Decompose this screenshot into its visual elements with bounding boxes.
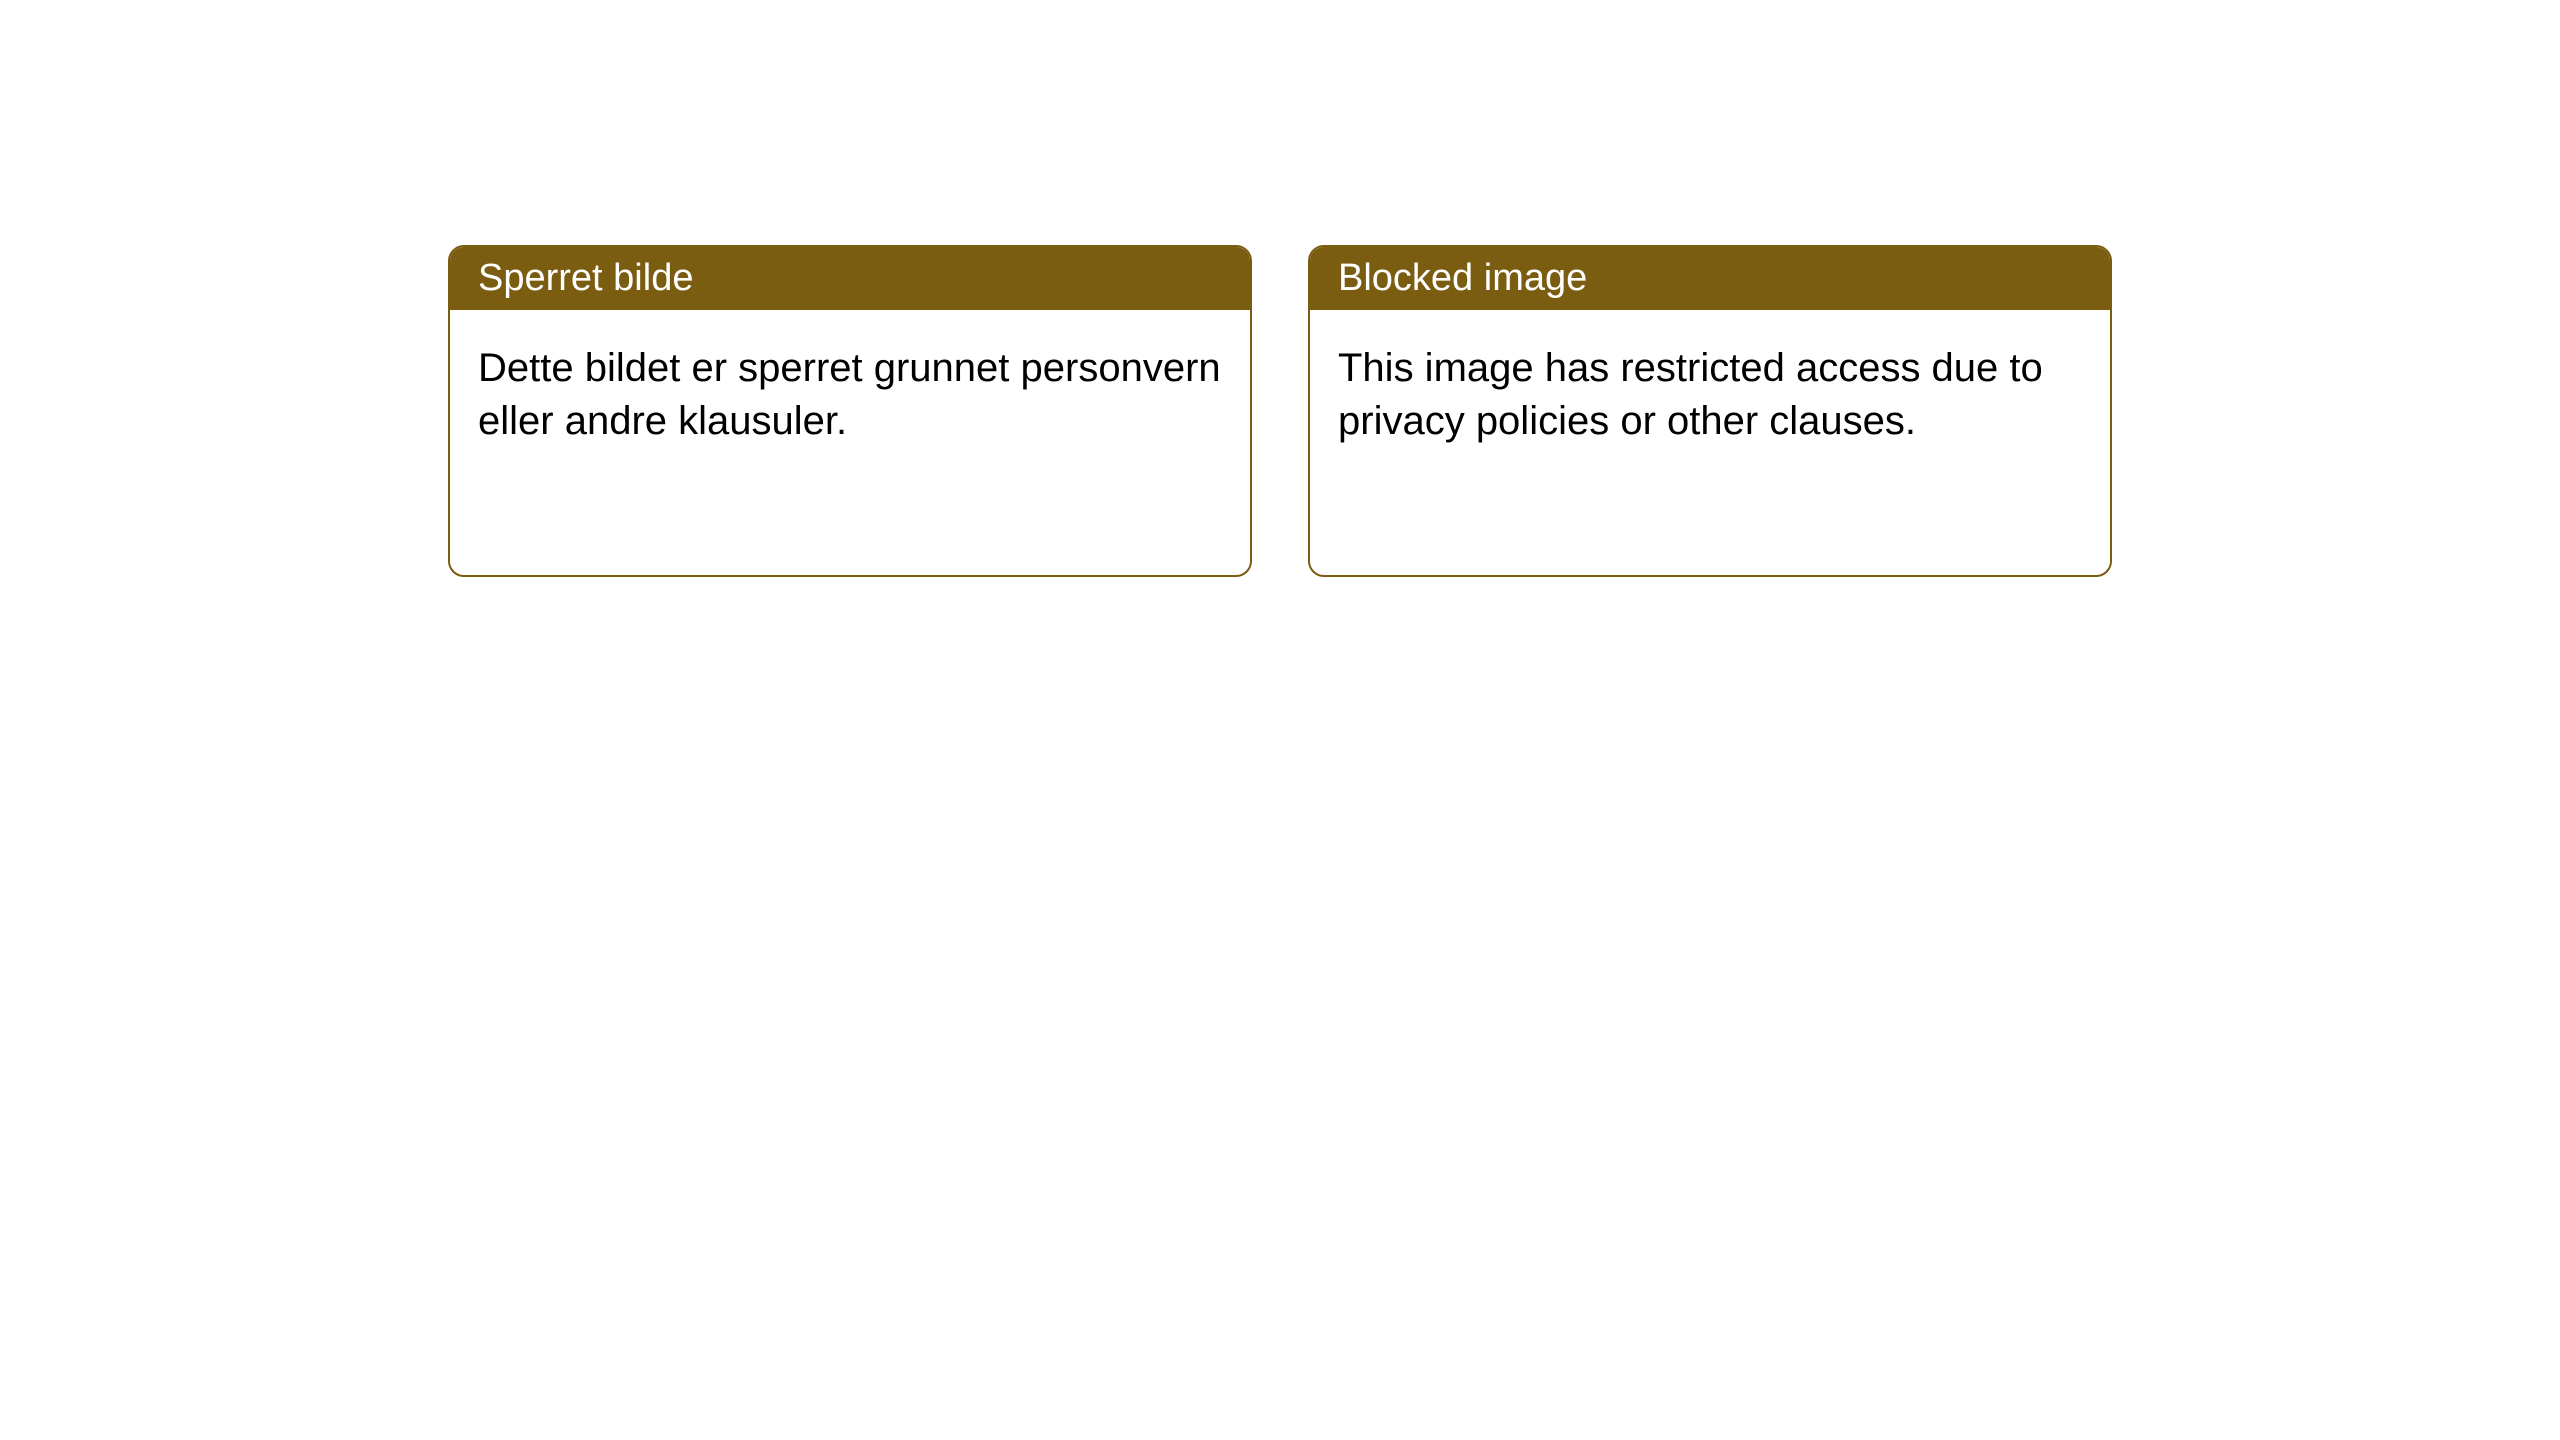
notice-body: This image has restricted access due to … [1310,310,2110,575]
notice-container: Sperret bilde Dette bildet er sperret gr… [448,245,2112,577]
notice-header: Blocked image [1310,247,2110,310]
notice-header: Sperret bilde [450,247,1250,310]
notice-title: Blocked image [1338,257,1587,299]
notice-card-norwegian: Sperret bilde Dette bildet er sperret gr… [448,245,1252,577]
notice-card-english: Blocked image This image has restricted … [1308,245,2112,577]
notice-body-text: Dette bildet er sperret grunnet personve… [478,346,1221,443]
notice-body: Dette bildet er sperret grunnet personve… [450,310,1250,575]
notice-title: Sperret bilde [478,257,693,299]
notice-body-text: This image has restricted access due to … [1338,346,2043,443]
